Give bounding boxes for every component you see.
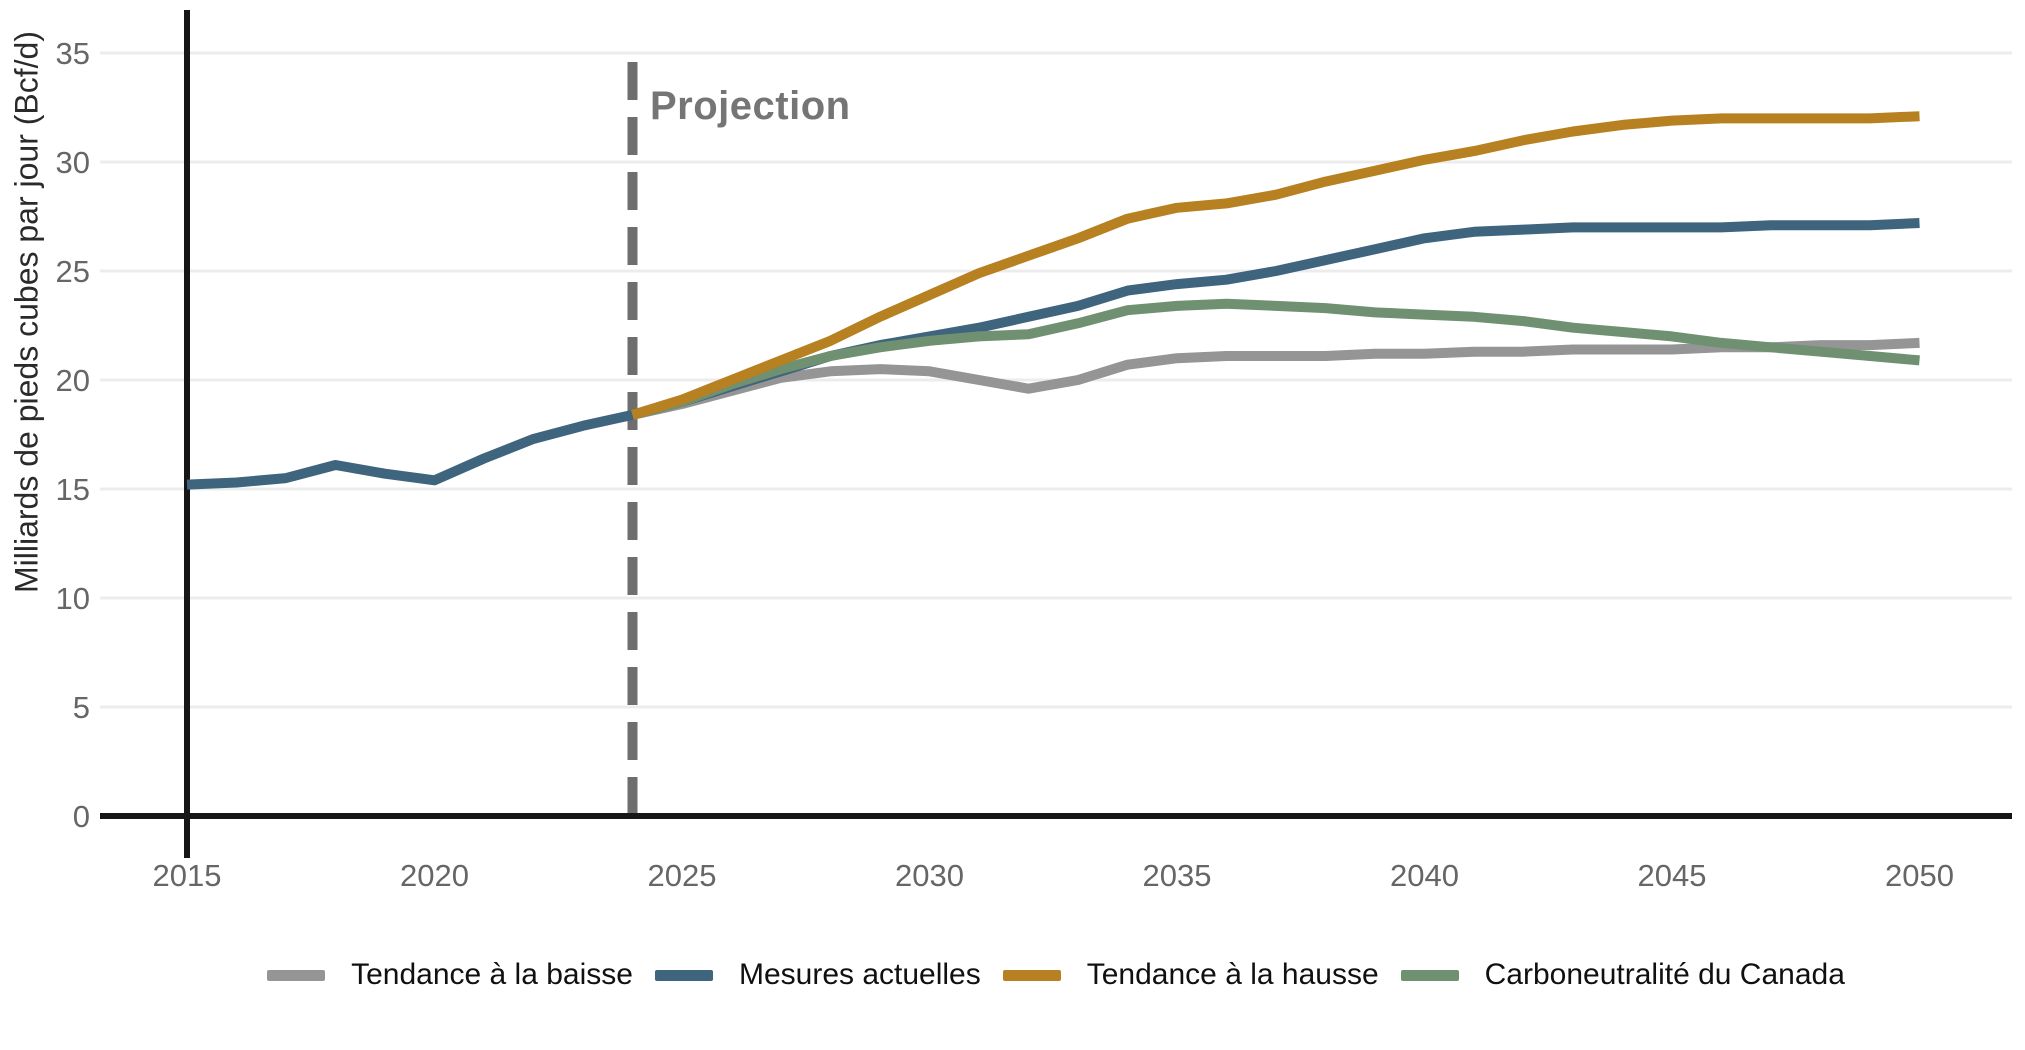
- legend-item-tendance-a-la-hausse: Tendance à la hausse: [1002, 958, 1379, 992]
- legend-swatch-tendance-a-la-baisse: [267, 969, 326, 981]
- x-tick-label: 2040: [1390, 858, 1459, 893]
- legend-label: Tendance à la hausse: [1086, 958, 1379, 991]
- x-tick-label: 2020: [400, 858, 469, 893]
- x-tick-label: 2025: [648, 858, 717, 893]
- series-line-mesures-actuelles: [186, 218, 1920, 490]
- series-line-tendance-a-la-hausse: [631, 111, 1920, 420]
- x-tick-label: 2035: [1143, 858, 1212, 893]
- y-tick-label: 10: [56, 581, 90, 616]
- series-line-carboneutralite-du-canada: [631, 298, 1920, 420]
- legend-swatch-mesures-actuelles: [654, 969, 713, 981]
- y-tick-label: 0: [73, 799, 90, 834]
- x-tick-label: 2030: [895, 858, 964, 893]
- x-tick-label: 2050: [1885, 858, 1954, 893]
- legend-item-carboneutralite-du-canada: Carboneutralité du Canada: [1400, 958, 1845, 992]
- y-tick-label: 20: [56, 363, 90, 398]
- legend: Tendance à la baisse Mesures actuelles Ten…: [100, 958, 2012, 992]
- y-tick-label: 15: [56, 472, 90, 507]
- y-tick-label: 5: [73, 690, 90, 725]
- x-tick-label: 2015: [153, 858, 222, 893]
- series-line-tendance-a-la-baisse: [631, 337, 1920, 420]
- legend-label: Tendance à la baisse: [351, 958, 633, 991]
- legend-item-mesures-actuelles: Mesures actuelles: [654, 958, 981, 992]
- y-tick-label: 30: [56, 145, 90, 180]
- legend-item-tendance-a-la-baisse: Tendance à la baisse: [267, 958, 633, 992]
- y-tick-label: 25: [56, 254, 90, 289]
- legend-swatch-carboneutralite-du-canada: [1400, 969, 1459, 981]
- legend-swatch-tendance-a-la-hausse: [1002, 969, 1061, 981]
- projection-annotation: Projection: [650, 84, 851, 128]
- x-tick-label: 2045: [1638, 858, 1707, 893]
- y-tick-label: 35: [56, 36, 90, 71]
- y-axis-title: Milliards de pieds cubes par jour (Bcf/d…: [8, 30, 45, 594]
- legend-label: Mesures actuelles: [738, 958, 981, 991]
- legend-label: Carboneutralité du Canada: [1484, 958, 1845, 991]
